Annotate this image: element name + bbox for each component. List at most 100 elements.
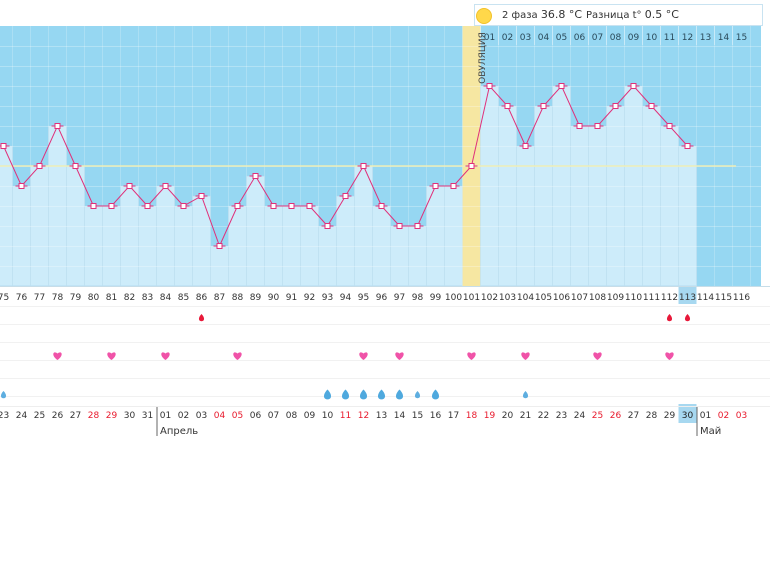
date-label: 30 xyxy=(124,411,136,421)
date-label: 01 xyxy=(160,411,171,421)
temperature-bar xyxy=(66,165,85,287)
date-label: 05 xyxy=(232,411,243,421)
date-labels: 23 24 25 26 27 28 29 30 31 01 02 03 04 05 06 07 08 09 10 11… xyxy=(0,404,770,437)
temperature-point xyxy=(504,103,511,109)
cycle-day-label: 94 xyxy=(340,293,352,303)
phase-info: 2 фаза 36.8 °C xyxy=(502,8,582,21)
cycle-day-label: 99 xyxy=(430,293,442,303)
temperature-point xyxy=(414,223,421,229)
temperature-bar xyxy=(606,105,625,287)
date-label: 17 xyxy=(448,411,459,421)
temperature-bar xyxy=(678,145,697,287)
water-drop-icon xyxy=(395,389,404,400)
cycle-day-label: 80 xyxy=(88,293,100,303)
heart-icon xyxy=(107,352,116,360)
cycle-day-label: 106 xyxy=(553,293,570,303)
diff-value: 0.5 °C xyxy=(644,8,679,21)
date-label: 28 xyxy=(88,411,100,421)
phase2-day-label: 11 xyxy=(664,33,675,43)
date-label: 06 xyxy=(250,411,262,421)
cycle-day-label: 107 xyxy=(571,293,588,303)
heart-icon xyxy=(395,352,404,360)
temperature-bar xyxy=(246,175,265,287)
cycle-day-label: 116 xyxy=(733,293,750,303)
temperature-bar xyxy=(0,145,13,287)
cycle-day-label: 101 xyxy=(463,293,480,303)
temperature-point xyxy=(576,123,583,129)
cycle-day-label: 75 xyxy=(0,293,9,303)
sun-icon xyxy=(476,8,492,24)
cycle-day-label: 92 xyxy=(304,293,315,303)
temperature-point xyxy=(216,243,223,249)
water-drop-icon xyxy=(341,389,350,400)
water-drop-icon xyxy=(323,389,332,400)
date-label: 23 xyxy=(556,411,567,421)
temperature-bar xyxy=(390,225,409,287)
temperature-bar xyxy=(192,195,211,287)
cycle-day-label: 112 xyxy=(661,293,678,303)
date-label: 01 xyxy=(700,411,711,421)
temperature-bar xyxy=(552,85,571,287)
cycle-day-label: 110 xyxy=(625,293,642,303)
temperature-point xyxy=(288,203,295,209)
phase2-day-label: 03 xyxy=(520,33,531,43)
temperature-bar xyxy=(138,205,157,287)
date-label: 12 xyxy=(358,411,369,421)
temperature-bar xyxy=(210,245,229,287)
date-label: 23 xyxy=(0,411,9,421)
temperature-bar xyxy=(12,185,31,287)
temperature-point xyxy=(36,163,43,169)
date-label: 07 xyxy=(268,411,279,421)
temperature-bar xyxy=(84,205,103,287)
temperature-point xyxy=(72,163,79,169)
temperature-point xyxy=(360,163,367,169)
temperature-bar xyxy=(588,125,607,287)
month-label: Май xyxy=(700,426,721,437)
temperature-point xyxy=(342,193,349,199)
date-label: 24 xyxy=(574,411,586,421)
temperature-point xyxy=(594,123,601,129)
cycle-day-label: 90 xyxy=(268,293,280,303)
temperature-point xyxy=(396,223,403,229)
temperature-point xyxy=(540,103,547,109)
temperature-point xyxy=(558,83,565,89)
cycle-day-label: 98 xyxy=(412,293,424,303)
temperature-bar xyxy=(354,165,373,287)
grid xyxy=(0,26,761,286)
phase2-day-label: 10 xyxy=(646,33,658,43)
temperature-bar xyxy=(318,225,337,287)
temperature-bar xyxy=(282,205,301,287)
phase2-day-label: 02 xyxy=(502,33,513,43)
temperature-point xyxy=(432,183,439,189)
diff-label: Разница t° xyxy=(586,10,642,21)
blood-drop-icon xyxy=(684,314,691,322)
current-date-highlight xyxy=(678,404,697,423)
phase2-day-label: 05 xyxy=(556,33,567,43)
phase2-day-label: 08 xyxy=(610,33,622,43)
temperature-bar xyxy=(624,85,643,287)
date-label: 14 xyxy=(394,411,406,421)
heart-icon xyxy=(593,352,602,360)
temperature-bar xyxy=(264,205,283,287)
phase2-day-labels: 01 02 03 04 05 06 07 08 09 10 11 12 13 14 15 xyxy=(480,26,747,45)
phase2-day-label: 06 xyxy=(574,33,586,43)
ovulation-label: ОВУЛЯЦИЯ xyxy=(475,28,491,88)
temperature-bar xyxy=(408,225,427,287)
cycle-day-label: 76 xyxy=(16,293,28,303)
temperature-point xyxy=(468,163,475,169)
cycle-day-label: 78 xyxy=(52,293,64,303)
water-drop-icon xyxy=(359,389,368,400)
temperature-point xyxy=(198,193,205,199)
date-label: 08 xyxy=(286,411,298,421)
cycle-day-label: 100 xyxy=(445,293,462,303)
cycle-day-label: 84 xyxy=(160,293,172,303)
heart-icon xyxy=(359,352,368,360)
temperature-point xyxy=(666,123,673,129)
date-label: 20 xyxy=(502,411,514,421)
temperature-bar xyxy=(102,205,121,287)
phase-info-bar: 2 фаза 36.8 °C Разница t° 0.5 °C xyxy=(474,4,763,26)
cycle-day-label: 88 xyxy=(232,293,244,303)
date-label: 10 xyxy=(322,411,334,421)
temperature-point xyxy=(144,203,151,209)
temperature-point xyxy=(90,203,97,209)
